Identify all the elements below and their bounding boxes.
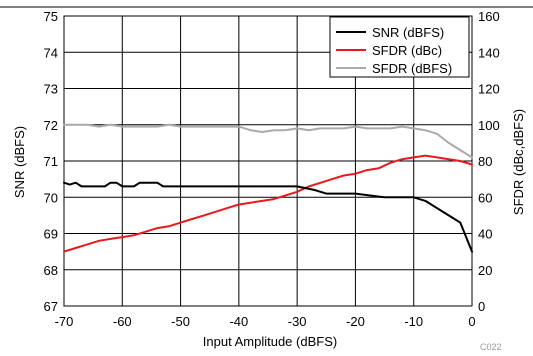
y-tick-label-left: 72 [44, 118, 58, 133]
y-tick-label-left: 71 [44, 154, 58, 169]
y-tick-label-right: 60 [478, 190, 492, 205]
y-tick-label-right: 140 [478, 45, 500, 60]
y-tick-label-right: 120 [478, 82, 500, 97]
y-tick-label-left: 69 [44, 227, 58, 242]
y-tick-label-right: 160 [478, 9, 500, 24]
y-tick-label-left: 70 [44, 190, 58, 205]
x-tick-label: -40 [229, 314, 248, 329]
series-line-snr-dbfs [63, 181, 473, 253]
legend-label-sfdr-dbc: SFDR (dBc) [372, 43, 442, 58]
x-tick-label: -50 [171, 314, 190, 329]
y-tick-label-right: 0 [478, 299, 485, 314]
x-axis-label: Input Amplitude (dBFS) [203, 334, 337, 349]
ticks-layer: -70 -60 -50 -40 -30 -20 -10 0 67 68 69 70 71 72 73 74 75… [44, 9, 500, 329]
y-tick-label-right: 100 [478, 118, 500, 133]
legend: SNR (dBFS) SFDR (dBc) SFDR (dBFS) [329, 16, 470, 78]
y-tick-label-left: 73 [44, 82, 58, 97]
legend-label-snr: SNR (dBFS) [372, 25, 444, 40]
y-tick-label-left: 74 [44, 45, 58, 60]
figure-code: C022 [480, 342, 502, 352]
y-tick-label-right: 20 [478, 263, 492, 278]
y-tick-label-left: 67 [44, 299, 58, 314]
y-tick-label-left: 75 [44, 9, 58, 24]
x-tick-label: -30 [288, 314, 307, 329]
plot-frame [63, 15, 473, 307]
y-axis-label-left: SNR (dBFS) [12, 126, 27, 198]
y-tick-label-right: 80 [478, 154, 492, 169]
legend-label-sfdr-dbfs: SFDR (dBFS) [372, 61, 452, 76]
y-axis-label-right: SFDR (dBc,dBFS) [511, 109, 526, 215]
series-layer [63, 123, 473, 253]
y-tick-label-left: 68 [44, 263, 58, 278]
x-tick-label: -10 [404, 314, 423, 329]
series-line-sfdr-dbfs [63, 123, 473, 159]
y-tick-label-right: 40 [478, 227, 492, 242]
series-line-sfdr-dbc [63, 154, 473, 253]
x-tick-label: -70 [55, 314, 74, 329]
x-tick-label: -60 [113, 314, 132, 329]
x-tick-label: -20 [346, 314, 365, 329]
x-tick-label: 0 [468, 314, 475, 329]
